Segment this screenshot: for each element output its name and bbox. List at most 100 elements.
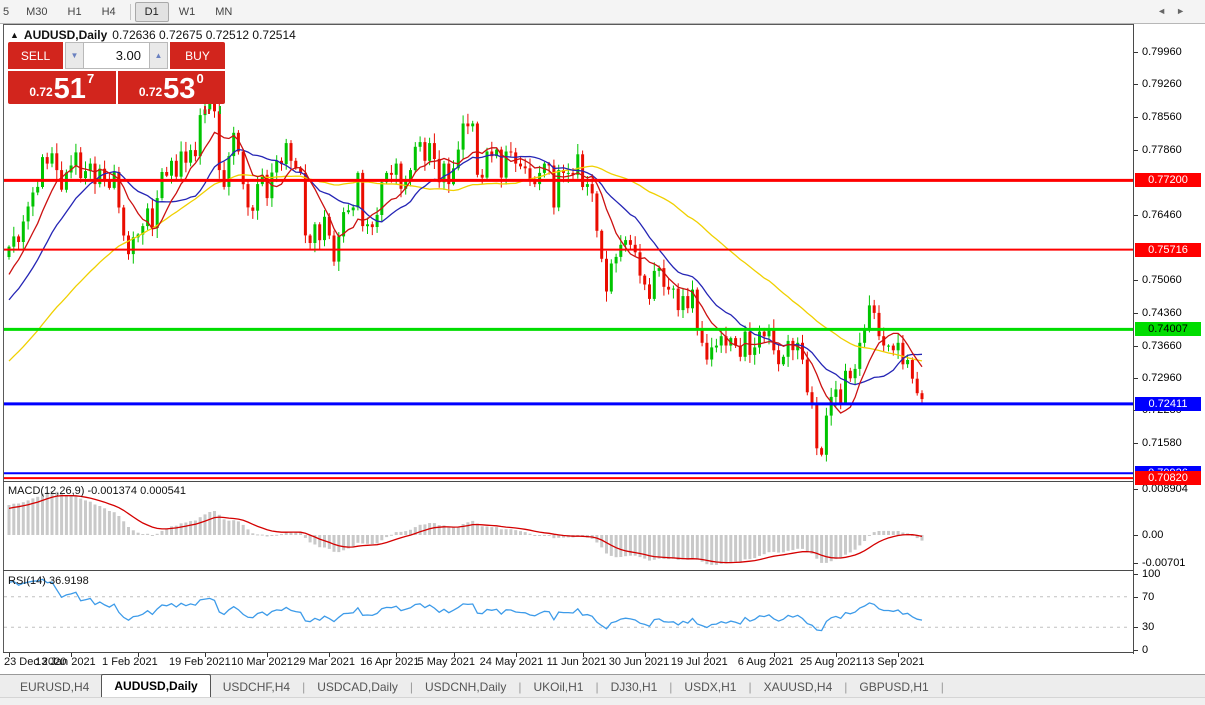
- date-axis[interactable]: 23 Dec 2020 13 Jan 2021 1 Feb 2021 19 Feb 2…: [0, 653, 1133, 673]
- rsi-tick-label: 70: [1142, 590, 1155, 603]
- rsi-tick-label: 100: [1142, 568, 1161, 580]
- tab-eurusd-h4[interactable]: EURUSD,H4: [20, 680, 90, 694]
- date-tick-label: 23 Dec 2020: [4, 656, 67, 668]
- date-tick-mark: [515, 653, 517, 657]
- price-tick-mark: [1134, 149, 1138, 151]
- sell-price-big: 51: [53, 73, 86, 105]
- tab-ukoil-h1[interactable]: UKOil,H1: [533, 680, 584, 694]
- date-tick-mark: [835, 653, 837, 657]
- price-tick-label: 0.78560: [1142, 110, 1182, 123]
- panel-separator-rsi: [3, 570, 1205, 571]
- tab-separator: |: [595, 680, 599, 694]
- volume-decrease-button[interactable]: ▼: [65, 42, 84, 69]
- date-tick-label: 24 May 2021: [479, 656, 544, 668]
- price-chart[interactable]: [0, 25, 1133, 481]
- tab-xauusd-h4[interactable]: XAUUSD,H4: [763, 680, 833, 694]
- timeframe-button-h1[interactable]: H1: [67, 5, 82, 18]
- date-tick-mark: [329, 653, 331, 657]
- tab-scroll-right-icon[interactable]: ►: [1176, 6, 1195, 16]
- buy-button[interactable]: BUY: [170, 42, 225, 69]
- date-tick-mark: [898, 653, 900, 657]
- date-tick-label: 5 May 2021: [417, 656, 476, 668]
- price-level-badge: 0.74007: [1135, 322, 1201, 337]
- chart-title: ▲ AUDUSD,Daily 0.72636 0.72675 0.72512 0…: [10, 28, 296, 42]
- rsi-chart[interactable]: [0, 572, 1133, 652]
- date-tick-mark: [267, 653, 269, 657]
- tab-gbpusd-h1[interactable]: GBPUSD,H1: [859, 680, 929, 694]
- tab-separator: |: [302, 680, 306, 694]
- price-tick-mark: [1134, 378, 1138, 380]
- date-tick-label: 10 Mar 2021: [231, 656, 293, 668]
- sell-price[interactable]: 0.72 51 7: [8, 71, 116, 104]
- collapse-icon[interactable]: ▲: [10, 30, 19, 40]
- timeframe-button-d1[interactable]: D1: [134, 1, 169, 22]
- date-tick-label: 13 Jan 2021: [35, 656, 96, 668]
- macd-tick-label: 0.008904: [1142, 483, 1188, 495]
- timeframe-button-m30[interactable]: M30: [26, 5, 48, 18]
- date-tick-label: 13 Sep 2021: [862, 656, 925, 668]
- price-tick-label: 0.71580: [1142, 436, 1182, 449]
- tab-usdx-h1[interactable]: USDX,H1: [684, 680, 737, 694]
- chart-window-border-left: [3, 24, 4, 653]
- price-tick-mark: [1134, 345, 1138, 347]
- date-tick-label: 6 Aug 2021: [737, 656, 794, 668]
- rsi-tick-mark: [1134, 650, 1138, 651]
- date-tick-label: 19 Feb 2021: [168, 656, 231, 668]
- chart-symbol-label: AUDUSD,Daily: [23, 28, 108, 42]
- tab-separator: |: [518, 680, 522, 694]
- date-tick-label: 11 Jun 2021: [546, 656, 607, 668]
- tab-scroll-left-icon[interactable]: ◄: [1157, 6, 1177, 16]
- date-tick-mark: [71, 653, 73, 657]
- tab-scroll-nav: ◄►: [1157, 6, 1195, 16]
- price-axis[interactable]: 0.79960 0.79260 0.78560 0.77860 0.76460 0.750…: [1134, 24, 1205, 656]
- rsi-tick-label: 30: [1142, 621, 1155, 634]
- timeframe-button-h4[interactable]: H4: [101, 5, 116, 18]
- price-tick-label: 0.73660: [1142, 339, 1182, 352]
- macd-tick-mark: [1134, 535, 1138, 536]
- volume-input[interactable]: 3.00: [84, 42, 149, 69]
- chart-tab-bar: EURUSD,H4 AUDUSD,Daily USDCHF,H4 | USDCAD,Da…: [0, 674, 1205, 698]
- price-tick-label: 0.75060: [1142, 274, 1182, 287]
- date-tick-label: 16 Apr 2021: [360, 656, 420, 668]
- price-level-badge: 0.75716: [1135, 242, 1201, 257]
- date-tick-mark: [9, 653, 10, 657]
- price-level-badge: 0.72411: [1135, 396, 1201, 411]
- volume-increase-button[interactable]: ▲: [149, 42, 168, 69]
- price-tick-mark: [1134, 51, 1138, 53]
- buy-price[interactable]: 0.72 53 0: [117, 71, 225, 104]
- timeframe-button-mn[interactable]: MN: [215, 5, 233, 18]
- date-tick-mark: [453, 653, 455, 657]
- date-tick-mark: [706, 653, 708, 657]
- timeframe-button-w1[interactable]: W1: [178, 5, 196, 18]
- tick-indicator: [196, 104, 226, 114]
- date-tick-mark: [582, 653, 584, 657]
- tab-dj30-h1[interactable]: DJ30,H1: [610, 680, 658, 694]
- timeframe-toolbar: 5 M30 H1 H4 D1 W1 MN: [0, 0, 1205, 24]
- date-tick-mark: [644, 653, 646, 657]
- price-tick-mark: [1134, 442, 1138, 444]
- timeframe-button-5[interactable]: 5: [3, 5, 10, 18]
- rsi-tick-mark: [1134, 574, 1138, 575]
- chevron-down-icon: ▼: [70, 51, 79, 60]
- date-tick-mark: [773, 653, 775, 657]
- sell-button[interactable]: SELL: [8, 42, 63, 69]
- price-tick-label: 0.77860: [1142, 143, 1182, 156]
- price-tick-mark: [1134, 116, 1138, 118]
- panel-separator-xaxis: [3, 652, 1205, 653]
- date-tick-label: 19 Jul 2021: [670, 656, 728, 668]
- one-click-trade-panel: SELL ▼ 3.00 ▲ BUY 0.72 51 7 0.72 53 0: [8, 42, 225, 104]
- tab-separator: |: [409, 680, 413, 694]
- price-tick-label: 0.79960: [1142, 45, 1182, 58]
- macd-chart[interactable]: [0, 482, 1133, 570]
- tab-usdcnh-daily[interactable]: USDCNH,Daily: [425, 680, 507, 694]
- date-tick-mark: [204, 653, 206, 657]
- tab-separator: |: [748, 680, 752, 694]
- price-tick-mark: [1134, 280, 1138, 282]
- price-tick-mark: [1134, 312, 1138, 314]
- price-tick-label: 0.79260: [1142, 78, 1182, 91]
- macd-tick-mark: [1134, 563, 1138, 564]
- tab-usdchf-h4[interactable]: USDCHF,H4: [222, 680, 291, 694]
- tab-usdcad-daily[interactable]: USDCAD,Daily: [317, 680, 398, 694]
- tab-audusd-daily[interactable]: AUDUSD,Daily: [101, 674, 211, 697]
- price-level-badge: 0.77200: [1135, 173, 1201, 188]
